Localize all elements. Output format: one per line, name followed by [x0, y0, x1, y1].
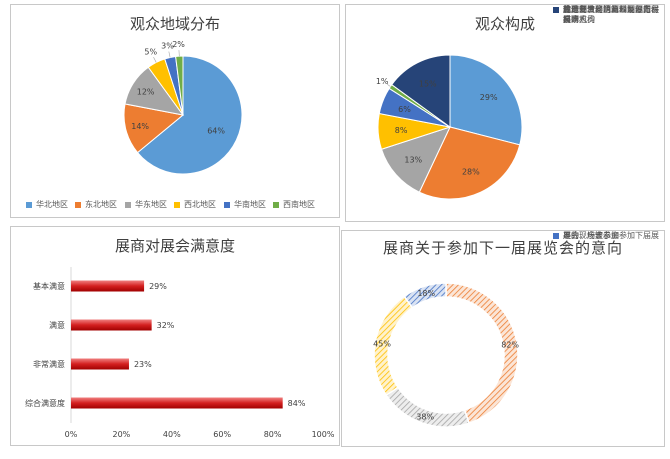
satisfaction-bar-chart: 基本满意 29% 满意 32% 非常满意 23% 综合满意度 84% 0% 20% 40% 60% 80…: [25, 267, 335, 439]
region-pie-legend-item-2: 东北地区: [75, 200, 117, 210]
region-pie-legend-text-4: 西北地区: [184, 200, 216, 209]
undefined-legend-text-2: 是的，一定参加: [563, 231, 619, 240]
region-pie-legend-item-1: 华北地区: [26, 200, 68, 210]
undefined-legend-text-6: 政府主管部门、规划部门、科研机构: [563, 5, 659, 24]
undefined-legend-text-4: 不会: [563, 231, 579, 240]
audience-pie-slice-1: [449, 54, 523, 146]
undefined-legend-item-7: 其他: [553, 5, 579, 15]
region-pie-legend-swatch-3: [125, 202, 131, 208]
undefined-legend-text-3: 生产制造商、原料及设备供应商: [563, 5, 659, 24]
audience-pie-label-2: 28%: [462, 167, 480, 176]
audience-pie-leader-6: [386, 84, 391, 87]
undefined-legend-item-4: 不会: [553, 231, 579, 241]
region-pie-label-2: 14%: [131, 122, 149, 131]
audience-pie-slice-2: [418, 126, 521, 200]
satisfaction-bar-2: [71, 319, 152, 331]
satisfaction-x-tick-3: 40%: [163, 430, 181, 439]
undefined-legend-swatch-7: [553, 7, 559, 13]
region-pie-legend-swatch-1: [26, 202, 32, 208]
undefined-legend-swatch-4: [553, 233, 559, 239]
region-pie-legend-swatch-4: [174, 202, 180, 208]
audience-pie-label-4: 8%: [395, 126, 408, 135]
audience-pie-label-7: 15%: [419, 79, 437, 88]
region-pie-label-5: 3%: [161, 42, 174, 51]
region-pie-leader-4: [153, 56, 157, 63]
audience-pie-label-5: 6%: [398, 105, 411, 114]
region-pie-legend-item-5: 华南地区: [224, 200, 266, 210]
intention-donut-slice-1: [445, 282, 519, 425]
audience-pie-panel: 观众构成 29% 28% 13% 8% 6% 1% 15% 施工单位、建筑公司、工程技术人员…: [345, 4, 665, 222]
region-pie-label-4: 5%: [144, 48, 157, 57]
undefined-legend-text-1: 施工单位、建筑公司、工程技术人员: [563, 5, 659, 24]
region-pie-label-6: 2%: [172, 40, 185, 49]
audience-pie-title: 观众构成: [474, 15, 535, 33]
undefined-legend-text-3: 是的，应该参加: [563, 231, 619, 240]
region-pie-legend-item-4: 西北地区: [174, 200, 216, 210]
audience-pie-slice-7: [391, 54, 451, 128]
intention-donut-label-4: 18%: [417, 289, 435, 298]
region-pie-legend-swatch-6: [273, 202, 279, 208]
satisfaction-value-label-2: 32%: [157, 321, 175, 330]
region-pie-legend-text-5: 华南地区: [234, 200, 266, 209]
satisfaction-bar-title: 展商对展会满意度: [114, 237, 235, 255]
region-pie-panel: 观众地域分布 64% 14% 12% 5% 3% 2% 华北地区 东北地区 华东地区 西北地区 华…: [10, 4, 340, 218]
region-pie-slice-1: [136, 55, 243, 175]
region-pie-title: 观众地域分布: [129, 15, 220, 33]
region-pie-leader-5: [168, 51, 171, 58]
audience-pie-label-3: 13%: [404, 155, 422, 164]
satisfaction-category-label-4: 综合满意度: [25, 398, 65, 408]
satisfaction-x-tick-1: 0%: [65, 430, 78, 439]
undefined-legend-text-1: 展会现场表示会参加下届展会: [563, 231, 659, 250]
region-pie-legend-text-1: 华北地区: [36, 200, 68, 209]
satisfaction-category-label-2: 满意: [49, 320, 65, 330]
region-pie-chart: 64% 14% 12% 5% 3%2%: [123, 40, 243, 175]
undefined-legend-text-7: 其他: [563, 5, 579, 14]
intention-donut-label-2: 38%: [416, 413, 434, 422]
region-pie-legend-text-3: 华东地区: [135, 200, 167, 209]
region-pie-label-3: 12%: [137, 87, 155, 96]
undefined-legend-text-5: 房产开发商、工程业主方、采购方: [563, 5, 659, 24]
region-pie-slice-2: [123, 103, 185, 154]
undefined-legend-text-2: 代理商、经销商、国际贸易商: [563, 5, 659, 24]
satisfaction-category-label-1: 基本满意: [33, 281, 65, 291]
satisfaction-x-tick-5: 80%: [264, 430, 282, 439]
satisfaction-bar-panel: 展商对展会满意度 基本满意 29% 满意 32% 非常满意 23% 综合满意度 84% 0% 20…: [10, 226, 340, 446]
satisfaction-category-label-3: 非常满意: [33, 359, 65, 369]
region-pie-label-1: 64%: [207, 127, 225, 136]
audience-pie-label-6: 1%: [376, 77, 389, 86]
satisfaction-value-label-3: 23%: [134, 360, 152, 369]
undefined-legend-text-4: 设计师、建筑师: [563, 5, 619, 14]
satisfaction-value-label-4: 84%: [288, 399, 306, 408]
satisfaction-x-tick-2: 20%: [113, 430, 131, 439]
intention-donut-slice-4: [403, 282, 447, 309]
satisfaction-x-tick-4: 60%: [213, 430, 231, 439]
region-pie-legend-text-6: 西南地区: [283, 200, 315, 209]
intention-donut-title: 展商关于参加下一届展览会的意向: [382, 239, 623, 257]
satisfaction-bar-1: [71, 280, 145, 292]
audience-pie-slice-3: [380, 126, 451, 193]
region-pie-legend-swatch-5: [224, 202, 230, 208]
satisfaction-bar-4: [71, 397, 283, 409]
audience-pie-chart: 29% 28% 13% 8% 6% 1% 15%: [376, 54, 523, 200]
region-pie-legend-swatch-2: [75, 202, 81, 208]
satisfaction-value-label-1: 29%: [149, 282, 167, 291]
satisfaction-x-tick-6: 100%: [312, 430, 335, 439]
region-pie-legend-item-3: 华东地区: [125, 200, 167, 210]
intention-donut-panel: 展商关于参加下一届展览会的意向 82% 38% 45% 18% 展会现场表示会参加下届…: [341, 230, 665, 447]
satisfaction-bar-3: [71, 358, 129, 370]
region-pie-legend-text-2: 东北地区: [85, 200, 117, 209]
region-pie-legend-item-6: 西南地区: [273, 200, 315, 210]
audience-pie-label-1: 29%: [480, 93, 498, 102]
intention-donut-label-1: 82%: [501, 340, 519, 349]
intention-donut-label-3: 45%: [373, 339, 391, 348]
intention-donut-chart: 82% 38% 45% 18%: [373, 282, 519, 428]
